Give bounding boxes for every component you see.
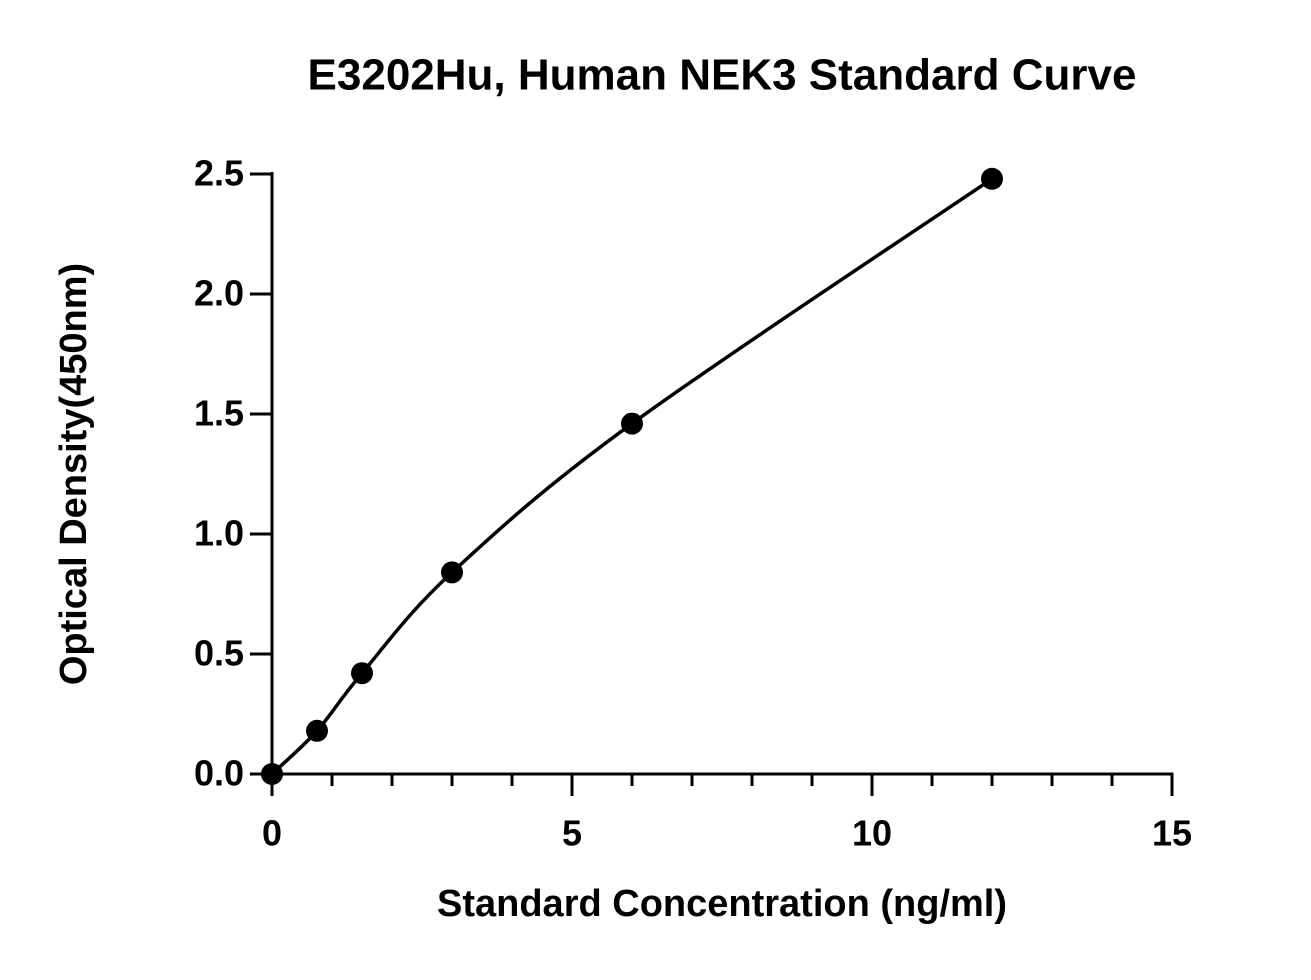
x-tick-label: 5 xyxy=(562,813,582,854)
x-tick-label: 10 xyxy=(852,813,892,854)
data-point xyxy=(261,763,283,785)
x-tick-label: 0 xyxy=(262,813,282,854)
y-tick-label: 2.5 xyxy=(194,153,244,194)
y-tick-label: 1.0 xyxy=(194,513,244,554)
data-point xyxy=(306,719,328,742)
data-point xyxy=(981,167,1003,190)
y-tick-label: 1.5 xyxy=(194,393,244,434)
fit-curve xyxy=(270,177,993,776)
x-tick-label: 15 xyxy=(1152,813,1192,854)
y-axis-label: Optical Density(450nm) xyxy=(53,263,95,685)
y-tick-label: 2.0 xyxy=(194,273,244,314)
data-point xyxy=(621,412,643,435)
y-tick-label: 0.5 xyxy=(194,633,244,674)
data-point xyxy=(351,662,373,685)
data-point xyxy=(441,561,463,584)
x-axis-label: Standard Concentration (ng/ml) xyxy=(437,883,1007,925)
chart-title: E3202Hu, Human NEK3 Standard Curve xyxy=(308,51,1137,100)
y-tick-label: 0.0 xyxy=(194,753,244,794)
